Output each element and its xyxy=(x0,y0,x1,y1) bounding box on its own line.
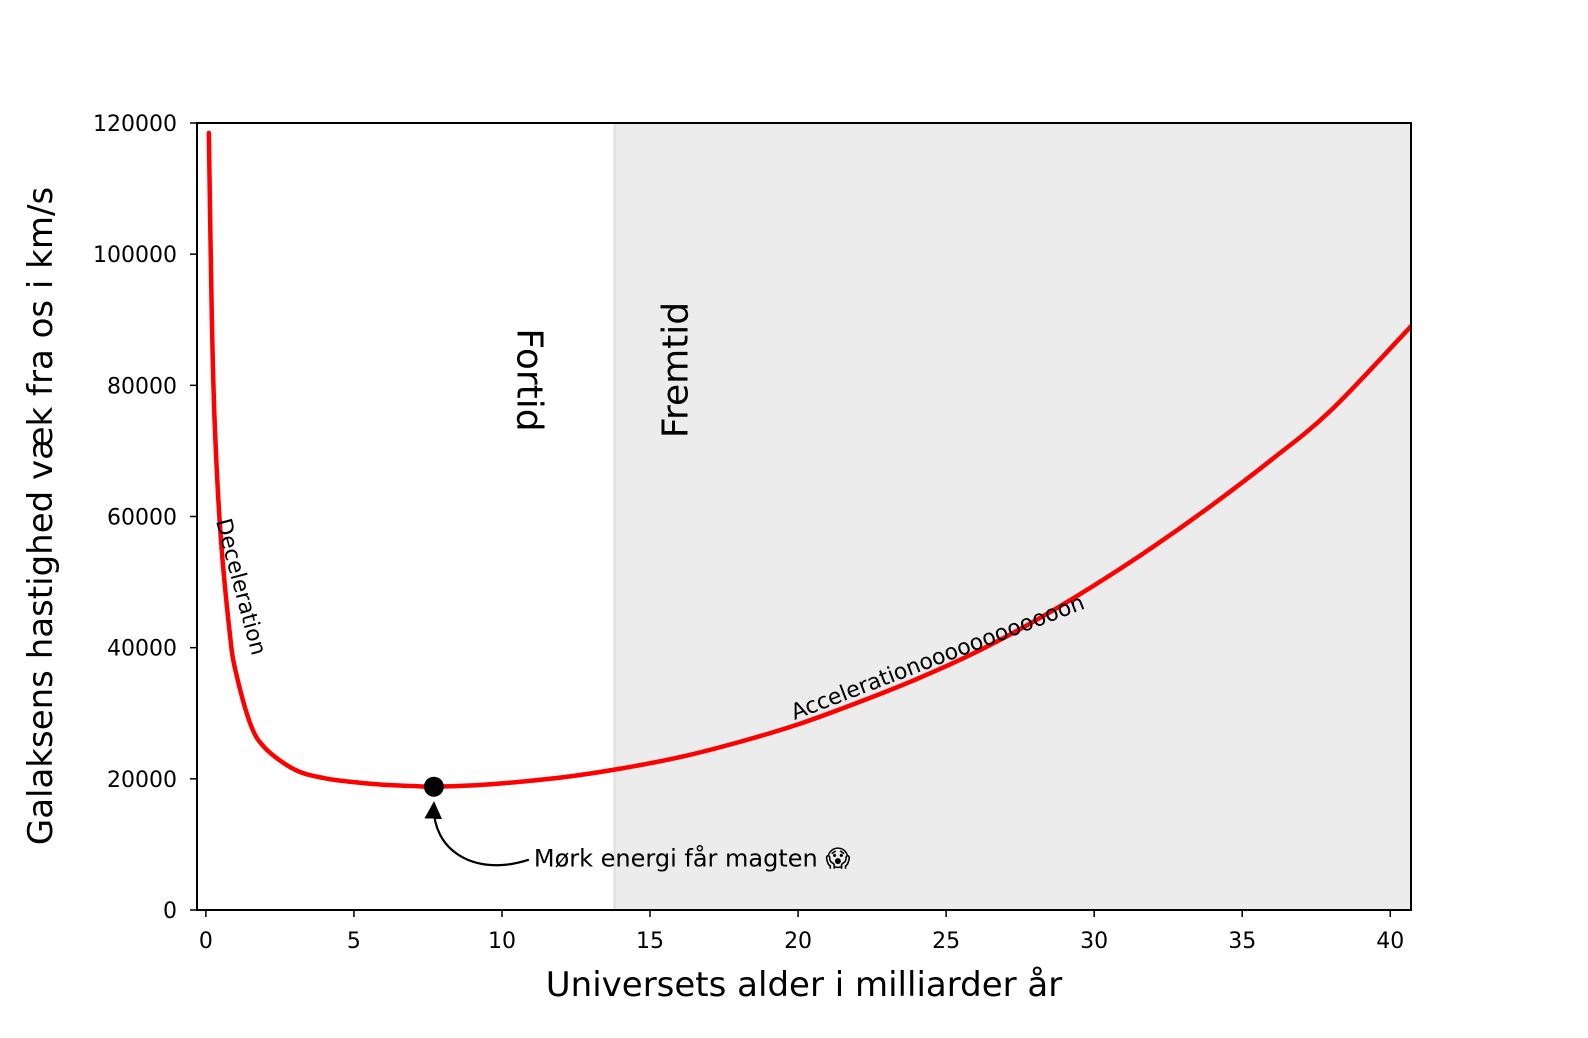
future-region-label: Fremtid xyxy=(655,302,696,438)
x-axis-title: Universets alder i milliarder år xyxy=(546,965,1062,1005)
past-region-label: Fortid xyxy=(508,328,549,431)
y-tick-label: 100000 xyxy=(93,243,177,268)
x-tick-label: 40 xyxy=(1376,929,1404,954)
future-region xyxy=(614,123,1411,910)
x-tick-label: 35 xyxy=(1228,929,1256,954)
y-tick-label: 0 xyxy=(163,899,177,924)
y-tick-label: 40000 xyxy=(107,637,177,662)
y-tick-label: 120000 xyxy=(93,112,177,137)
x-tick-label: 5 xyxy=(347,929,361,954)
dark-energy-marker-point xyxy=(423,776,444,797)
y-axis-title: Galaksens hastighed væk fra os i km/s xyxy=(21,187,61,845)
x-tick-label: 20 xyxy=(784,929,812,954)
y-tick-label: 60000 xyxy=(107,506,177,531)
x-axis-ticks: 0 5 10 15 20 25 30 35 40 xyxy=(199,910,1404,954)
x-tick-label: 10 xyxy=(488,929,516,954)
x-tick-label: 15 xyxy=(636,929,664,954)
y-axis-ticks: 0 20000 40000 60000 80000 100000 120000 xyxy=(93,112,197,924)
x-tick-label: 25 xyxy=(932,929,960,954)
velocity-curve-line xyxy=(206,130,1411,789)
annotation-arrow xyxy=(424,801,530,867)
past-region xyxy=(197,123,615,910)
y-tick-label: 80000 xyxy=(107,374,177,399)
x-tick-label: 30 xyxy=(1080,929,1108,954)
x-tick-label: 0 xyxy=(199,929,213,954)
y-tick-label: 20000 xyxy=(107,768,177,793)
dark-energy-annotation: Mørk energi får magten 😱 xyxy=(534,844,851,873)
